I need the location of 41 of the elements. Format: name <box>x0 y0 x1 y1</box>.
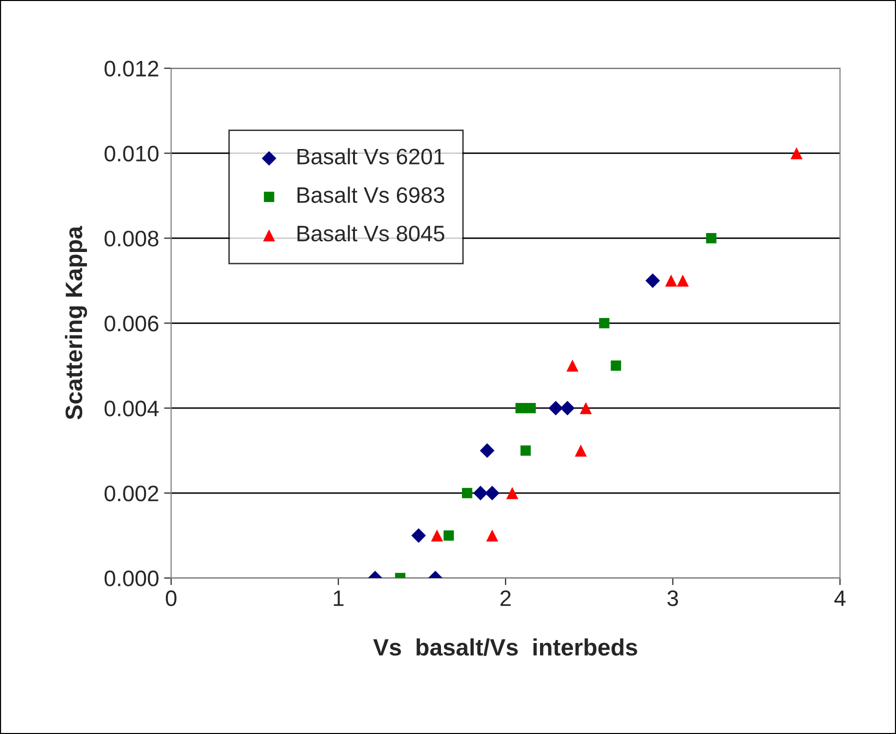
y-tick-label: 0.000 <box>104 570 158 586</box>
y-tick-label: 0.006 <box>104 316 158 332</box>
point <box>515 402 526 414</box>
point <box>599 318 610 328</box>
x-tick-label: 0 <box>166 590 176 606</box>
x-tick-label: 3 <box>667 590 678 606</box>
point <box>473 486 488 500</box>
legend-label: Basalt Vs 6201 <box>298 148 444 164</box>
point <box>548 400 564 416</box>
x-axis-title: Vs basalt/Vs interbeds <box>373 638 638 656</box>
point <box>462 488 472 498</box>
legend-label: Basalt Vs 8045 <box>298 225 444 242</box>
point <box>706 233 716 244</box>
point <box>574 444 587 457</box>
point <box>560 400 575 416</box>
point <box>790 147 803 160</box>
x-tick-label: 2 <box>500 590 511 606</box>
point <box>526 402 536 414</box>
point <box>411 528 426 543</box>
y-tick-label: 0.002 <box>104 486 158 502</box>
point <box>480 443 494 458</box>
point <box>506 487 518 500</box>
y-tick-label: 0.004 <box>104 400 159 416</box>
point <box>566 360 578 372</box>
point <box>484 486 500 500</box>
point <box>444 530 454 541</box>
point <box>676 274 689 287</box>
y-tick-label: 0.012 <box>104 60 158 77</box>
point <box>610 360 622 371</box>
y-tick-label: 0.008 <box>104 230 158 246</box>
x-tick-label: 1 <box>334 590 344 606</box>
point <box>580 402 592 414</box>
point <box>645 273 660 288</box>
y-tick-label: 0.010 <box>104 146 158 162</box>
point <box>665 274 678 287</box>
x-tick-label: 4 <box>834 590 846 606</box>
point <box>430 530 444 542</box>
point <box>520 445 531 456</box>
legend-label: Basalt Vs 6983 <box>298 186 444 203</box>
point <box>486 530 498 542</box>
y-axis-title: Scattering Kappa <box>64 226 88 420</box>
